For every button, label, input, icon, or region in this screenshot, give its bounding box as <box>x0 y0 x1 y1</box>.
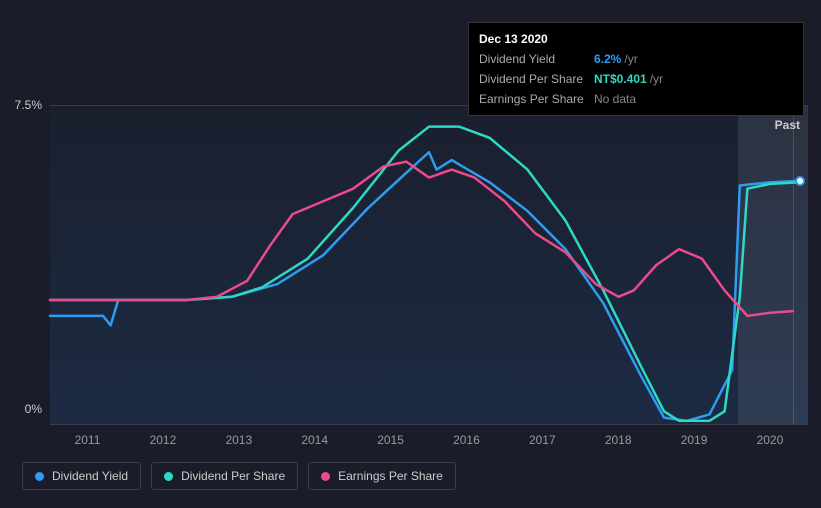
y-axis-label: 7.5% <box>15 98 42 112</box>
tooltip-row: Dividend Yield6.2%/yr <box>479 49 793 69</box>
legend-dividend-per-share[interactable]: Dividend Per Share <box>151 462 298 490</box>
legend-earnings-per-share[interactable]: Earnings Per Share <box>308 462 456 490</box>
y-axis-label: 0% <box>25 402 42 416</box>
tooltip-row-value: NT$0.401 <box>594 72 647 86</box>
legend-dividend-yield[interactable]: Dividend Yield <box>22 462 141 490</box>
dividend-chart[interactable]: Past 7.5%0% 2011201220132014201520162017… <box>50 105 808 425</box>
legend-dot <box>35 472 44 481</box>
x-axis-tick: 2018 <box>605 433 632 447</box>
chart-legend: Dividend Yield Dividend Per Share Earnings… <box>22 462 456 490</box>
series-line <box>50 127 800 421</box>
x-axis-tick: 2013 <box>225 433 252 447</box>
x-axis-tick: 2020 <box>757 433 784 447</box>
x-axis-tick: 2014 <box>301 433 328 447</box>
legend-dot <box>164 472 173 481</box>
legend-dot <box>321 472 330 481</box>
tooltip-row-label: Dividend Per Share <box>479 72 594 86</box>
legend-label: Earnings Per Share <box>338 469 443 483</box>
x-axis-tick: 2011 <box>75 433 101 447</box>
x-axis-tick: 2012 <box>150 433 177 447</box>
chart-plot-area: Past <box>50 105 808 425</box>
tooltip-row: Earnings Per ShareNo data <box>479 89 793 109</box>
tooltip-row: Dividend Per ShareNT$0.401/yr <box>479 69 793 89</box>
x-axis-tick: 2015 <box>377 433 404 447</box>
tooltip-row-label: Earnings Per Share <box>479 92 594 106</box>
legend-label: Dividend Per Share <box>181 469 285 483</box>
tooltip-date: Dec 13 2020 <box>479 29 793 49</box>
tooltip-row-value: 6.2% <box>594 52 621 66</box>
chart-tooltip: Dec 13 2020 Dividend Yield6.2%/yrDividen… <box>468 22 804 116</box>
chart-lines <box>50 106 808 424</box>
x-axis-tick: 2019 <box>681 433 708 447</box>
legend-label: Dividend Yield <box>52 469 128 483</box>
x-axis: 2011 2012 2013 2014 2015 2016 2017 2018 2019 2020 <box>50 425 808 447</box>
hover-marker <box>795 176 805 186</box>
x-axis-tick: 2016 <box>453 433 480 447</box>
x-axis-tick: 2017 <box>529 433 556 447</box>
tooltip-row-unit: /yr <box>624 52 637 66</box>
tooltip-row-value: No data <box>594 92 636 106</box>
tooltip-row-unit: /yr <box>650 72 663 86</box>
series-line <box>50 152 800 421</box>
series-line <box>50 162 793 316</box>
tooltip-row-label: Dividend Yield <box>479 52 594 66</box>
